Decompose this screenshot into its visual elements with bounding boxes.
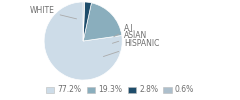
Text: ASIAN: ASIAN <box>112 31 147 43</box>
Legend: 77.2%, 19.3%, 2.8%, 0.6%: 77.2%, 19.3%, 2.8%, 0.6% <box>43 82 197 98</box>
Text: HISPANIC: HISPANIC <box>103 39 160 56</box>
Wedge shape <box>83 2 85 41</box>
Text: WHITE: WHITE <box>30 6 77 19</box>
Wedge shape <box>83 2 91 41</box>
Wedge shape <box>83 3 122 41</box>
Text: A.I.: A.I. <box>114 24 136 37</box>
Wedge shape <box>44 2 122 80</box>
